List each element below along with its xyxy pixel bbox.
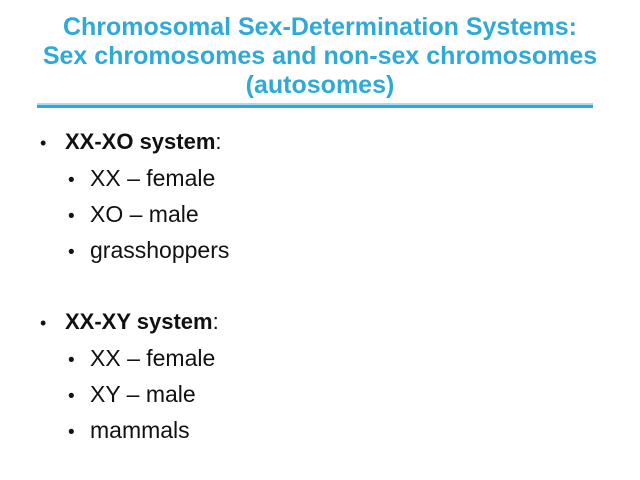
bullet-icon: • bbox=[68, 350, 75, 371]
bullet-icon: • bbox=[68, 422, 75, 443]
list-item-text: XO – male bbox=[90, 201, 199, 227]
bullet-icon: • bbox=[68, 206, 75, 227]
list-item: • XO – male bbox=[0, 196, 640, 232]
group-header-text: XX-XO system bbox=[65, 129, 216, 154]
list-item-text: XX – female bbox=[90, 165, 216, 191]
list-item-text: XX – female bbox=[90, 345, 216, 371]
list-item-text: grasshoppers bbox=[90, 237, 230, 263]
group-header-row: • XX-XO system: bbox=[0, 124, 640, 160]
group-header: XX-XO system: bbox=[65, 124, 222, 163]
bullet-icon: • bbox=[68, 242, 75, 263]
bullet-group-xxxy: • XX-XY system: • XX – female • XY – mal… bbox=[0, 304, 640, 448]
group-spacer bbox=[0, 268, 640, 304]
group-header-colon: : bbox=[212, 309, 219, 334]
title-line-2: Sex chromosomes and non-sex chromosomes bbox=[42, 42, 598, 70]
list-item: • mammals bbox=[0, 412, 640, 448]
group-header-row: • XX-XY system: bbox=[0, 304, 640, 340]
title-line-1: Chromosomal Sex-Determination Systems: bbox=[62, 13, 578, 41]
group-header: XX-XY system: bbox=[65, 304, 219, 343]
list-item: • XX – female bbox=[0, 160, 640, 196]
list-item-text: mammals bbox=[90, 417, 190, 443]
list-item: • XY – male bbox=[0, 376, 640, 412]
list-item-text: XY – male bbox=[90, 381, 196, 407]
bullet-icon: • bbox=[40, 313, 47, 333]
title-underline-rule bbox=[37, 103, 593, 108]
bullet-icon: • bbox=[40, 133, 47, 153]
group-header-colon: : bbox=[215, 129, 222, 154]
bullet-group-xxxo: • XX-XO system: • XX – female • XO – mal… bbox=[0, 124, 640, 268]
bullet-list: • XX-XO system: • XX – female • XO – mal… bbox=[0, 124, 640, 448]
bullet-icon: • bbox=[68, 170, 75, 191]
group-header-text: XX-XY system bbox=[65, 309, 213, 334]
slide-title: Chromosomal Sex-Determination Systems: S… bbox=[0, 0, 640, 100]
title-line-3: (autosomes) bbox=[245, 71, 395, 99]
bullet-icon: • bbox=[68, 386, 75, 407]
list-item: • grasshoppers bbox=[0, 232, 640, 268]
list-item: • XX – female bbox=[0, 340, 640, 376]
